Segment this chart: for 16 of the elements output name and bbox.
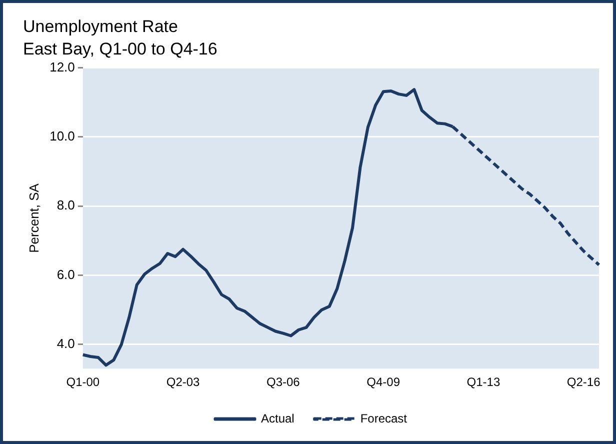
y-tick-label: 4.0: [56, 336, 75, 351]
x-tick-label: Q1-13: [466, 375, 500, 390]
y-tick-label: 6.0: [56, 266, 75, 282]
legend-label: Forecast: [360, 411, 408, 426]
y-axis-title: Percent, SA: [26, 183, 42, 253]
chart-title: Unemployment Rate: [23, 16, 178, 36]
y-tick-label: 12.0: [50, 59, 75, 74]
x-tick-label: Q2-16: [566, 375, 601, 390]
chart-subtitle: East Bay, Q1-00 to Q4-16: [23, 39, 218, 58]
x-tick-label: Q3-06: [266, 375, 300, 390]
y-tick-label: 10.0: [50, 128, 75, 144]
x-tick-label: Q2-03: [166, 375, 200, 390]
legend-label: Actual: [260, 411, 294, 426]
x-tick-label: Q1-00: [66, 375, 100, 390]
x-tick-label: Q4-09: [366, 375, 400, 390]
y-tick-label: 8.0: [56, 198, 75, 213]
